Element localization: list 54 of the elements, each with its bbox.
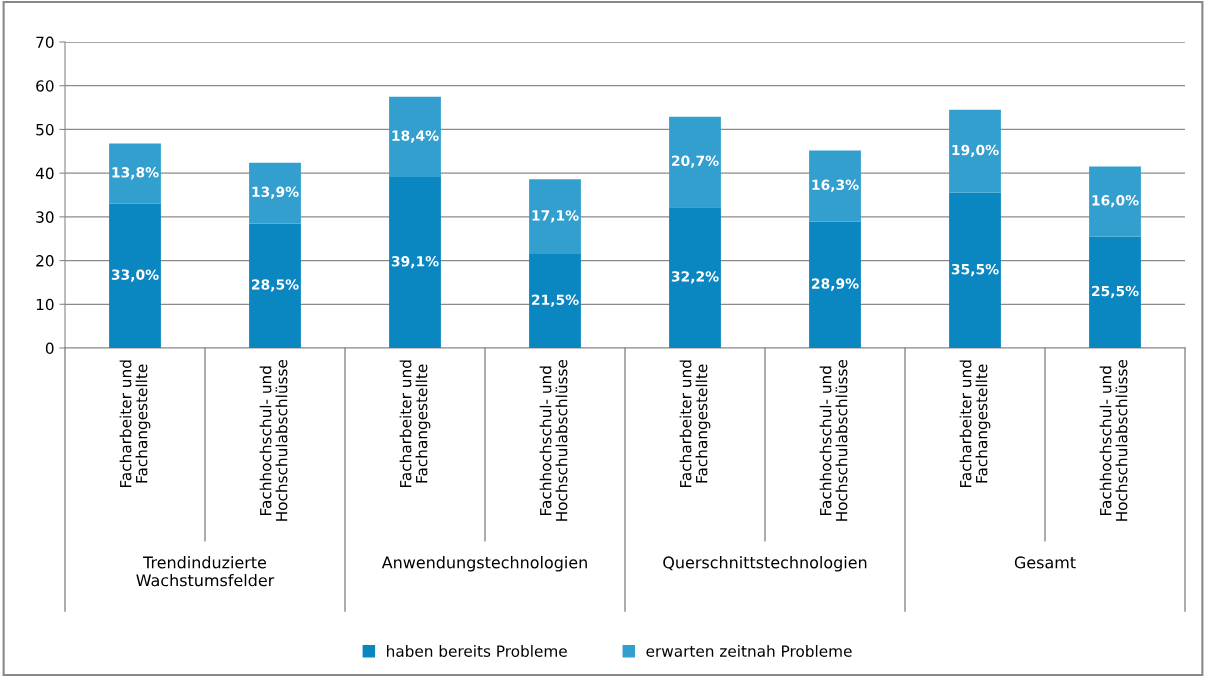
bar: [389, 177, 441, 348]
bar: [109, 203, 161, 348]
data-label: 33,0%: [111, 269, 159, 282]
text: Anwendungstechnologien: [381, 556, 587, 572]
data-label: 16,3%: [812, 179, 859, 192]
bar: [809, 150, 861, 222]
bar: [249, 162, 301, 224]
data-label: 13,9%: [252, 186, 299, 199]
legend-label: haben bereits Probleme: [387, 645, 567, 657]
data-label: 25,5%: [1092, 285, 1139, 299]
data-label: 32,2%: [671, 271, 719, 284]
x-tick-label: Fachhochschul- und Hochschulabschlüsse: [1099, 359, 1128, 521]
bar: [949, 192, 1001, 348]
bar: [949, 109, 1001, 193]
x-tick-label: Fachhochschul- und Hochschulabschlüsse: [259, 359, 288, 521]
data-label: 28,5%: [252, 279, 299, 292]
data-label: 21,5%: [532, 294, 579, 307]
y-tick-label: 20: [36, 255, 54, 267]
x-tick-label: Facharbeiter und Fachangestellte: [119, 360, 151, 488]
data-label: 13,8%: [112, 167, 159, 180]
text: Gesamt: [1014, 556, 1076, 569]
y-tick-label: 10: [36, 298, 54, 311]
x-tick-label: Fachhochschul- und Hochschulabschlüsse: [819, 359, 848, 521]
text: Querschnittstechnologien: [663, 556, 867, 572]
bar: [1089, 236, 1141, 348]
y-tick-label: 50: [36, 123, 54, 136]
y-tick-label: 70: [36, 36, 54, 49]
data-label: 18,4%: [392, 130, 439, 143]
x-tick-label: Facharbeiter und Fachangestellte: [399, 360, 431, 488]
data-label: 20,7%: [672, 155, 719, 168]
bar: [669, 207, 721, 348]
bar: [109, 143, 161, 204]
data-label: 19,0%: [952, 144, 999, 158]
y-tick-label: 0: [45, 342, 54, 355]
x-tick-label: Facharbeiter und Fachangestellte: [679, 360, 711, 488]
bar: [809, 221, 861, 348]
data-label: 17,1%: [532, 210, 579, 223]
x-tick-label: Facharbeiter und Fachangestellte: [959, 360, 991, 488]
data-label: 35,5%: [951, 263, 999, 277]
x-tick-label: Fachhochschul- und Hochschulabschlüsse: [539, 359, 568, 521]
y-tick-label: 60: [36, 80, 54, 92]
legend-label: erwarten zeitnah Probleme: [646, 645, 852, 657]
y-tick-label: 30: [36, 211, 54, 223]
bar: [529, 179, 581, 255]
bar: [529, 254, 581, 348]
data-label: 28,9%: [812, 278, 859, 291]
bar: [249, 223, 301, 348]
text: Trendinduzierte Wachstumsfelder: [136, 556, 275, 587]
bar: [669, 116, 721, 208]
bar: [1089, 166, 1141, 237]
y-tick-label: 40: [35, 167, 54, 180]
data-label: 39,1%: [391, 256, 439, 269]
data-label: 16,0%: [1092, 195, 1139, 208]
bar: [389, 96, 441, 178]
